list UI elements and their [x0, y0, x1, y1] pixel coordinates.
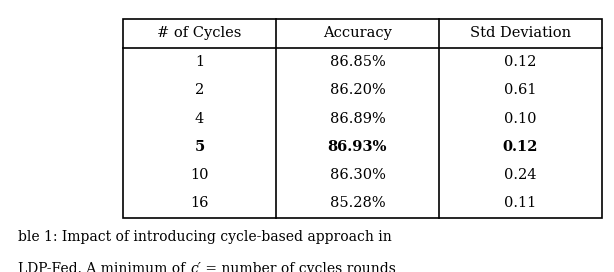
Text: 2: 2	[195, 83, 204, 97]
Text: 86.30%: 86.30%	[330, 168, 386, 182]
Text: LDP-Fed. A minimum of: LDP-Fed. A minimum of	[18, 262, 190, 272]
Text: 0.10: 0.10	[504, 112, 537, 126]
Text: 85.28%: 85.28%	[330, 196, 385, 211]
Text: c′: c′	[190, 262, 201, 272]
Text: 86.89%: 86.89%	[330, 112, 386, 126]
Text: # of Cycles: # of Cycles	[157, 26, 242, 41]
Text: 86.93%: 86.93%	[328, 140, 387, 154]
Text: Std Deviation: Std Deviation	[470, 26, 571, 41]
Bar	[123, 19, 602, 218]
Text: = number of cycles rounds: = number of cycles rounds	[201, 262, 396, 272]
Text: 0.12: 0.12	[502, 140, 538, 154]
Text: 0.11: 0.11	[504, 196, 537, 211]
Text: 0.24: 0.24	[504, 168, 537, 182]
Text: 4: 4	[195, 112, 204, 126]
Text: Accuracy: Accuracy	[323, 26, 392, 41]
Text: 86.85%: 86.85%	[330, 55, 386, 69]
Text: 16: 16	[190, 196, 209, 211]
Text: 0.61: 0.61	[504, 83, 537, 97]
Text: 5: 5	[194, 140, 204, 154]
Text: 0.12: 0.12	[504, 55, 537, 69]
Text: 1: 1	[195, 55, 204, 69]
Text: ble 1: Impact of introducing cycle-based approach in: ble 1: Impact of introducing cycle-based…	[18, 230, 392, 244]
Text: 86.20%: 86.20%	[330, 83, 386, 97]
Text: 10: 10	[190, 168, 209, 182]
